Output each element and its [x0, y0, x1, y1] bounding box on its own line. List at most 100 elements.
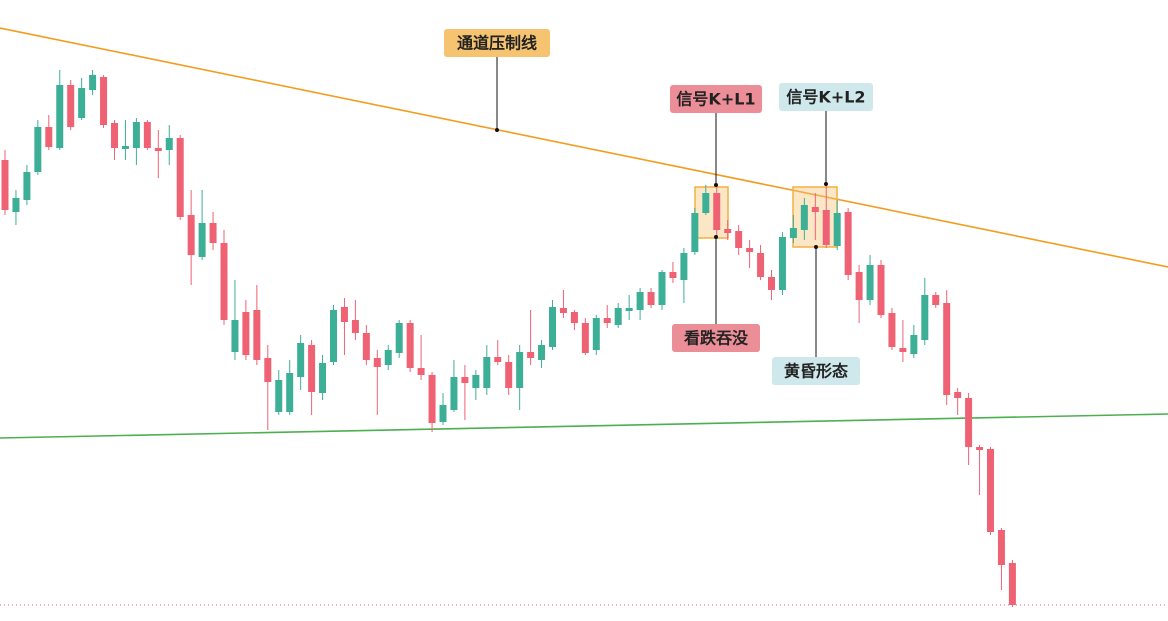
candle-body [362, 333, 370, 360]
candle-body [570, 312, 578, 323]
candle-body [691, 213, 699, 252]
candle-body [888, 313, 896, 347]
candle-body [1008, 563, 1016, 605]
candle-body [154, 148, 162, 151]
candle-body [746, 248, 754, 252]
candle-body [680, 253, 688, 280]
candle-body [472, 375, 480, 388]
leader-dot [714, 235, 718, 239]
candle-body [34, 127, 42, 172]
candle-body [527, 352, 535, 358]
annotation-box [779, 83, 873, 111]
candle-body [373, 358, 381, 367]
candle-body [516, 352, 524, 388]
annotation-box [772, 357, 860, 385]
candle-body [987, 449, 994, 532]
candle-body [789, 228, 797, 238]
candle-body [132, 122, 140, 148]
candle-body [176, 138, 184, 217]
candle-body [297, 343, 305, 377]
candle-body [800, 205, 808, 230]
candle-body [603, 318, 611, 323]
candle-body [757, 253, 765, 277]
candle-body [89, 75, 97, 90]
candle-body [614, 308, 622, 325]
candle-body [351, 320, 359, 333]
candle-body [67, 85, 75, 127]
candle-body [286, 373, 294, 412]
candle-body [877, 265, 885, 315]
candle-body [143, 122, 151, 148]
candle-body [702, 193, 710, 213]
candle-body [406, 323, 414, 368]
candle-body [494, 357, 502, 362]
candle-body [384, 350, 392, 365]
highlight-box [694, 186, 729, 239]
annotation-box [444, 29, 550, 57]
candle-body [965, 398, 973, 447]
candle-body [308, 345, 316, 392]
candle-body [592, 318, 600, 350]
candle-body [45, 127, 53, 147]
candle-body [417, 368, 425, 375]
candle-body [997, 530, 1005, 565]
annotation-label: 信号K+L1 [676, 90, 755, 109]
candle-body [899, 348, 907, 352]
leader-dot [814, 245, 818, 249]
candle-body [121, 146, 129, 149]
candle-body [976, 447, 984, 450]
candle-body [768, 277, 775, 290]
candle-body [735, 231, 743, 248]
candle-body [340, 307, 348, 322]
candle-body [165, 138, 173, 150]
candle-body [954, 392, 962, 398]
candle-body [330, 310, 337, 362]
candle-body [220, 243, 228, 320]
candle-body [866, 265, 874, 300]
candles [1, 70, 1016, 607]
candle-body [198, 223, 206, 257]
annotation-label: 黄昏形态 [784, 362, 848, 381]
candle-body [242, 312, 250, 355]
candle-body [483, 357, 491, 388]
candle-body [932, 295, 940, 305]
candle-body [658, 272, 666, 305]
candle-body [538, 345, 546, 360]
candle-body [12, 198, 20, 212]
candle-body [778, 237, 786, 290]
leader-dot [714, 183, 718, 187]
candle-body [461, 377, 469, 383]
candle-body [921, 295, 929, 340]
candle-body [647, 292, 655, 305]
candle-body [559, 308, 567, 313]
candle-body [910, 335, 918, 354]
candle-body [822, 210, 830, 245]
annotation-label: 信号K+L2 [786, 88, 865, 107]
candle-body [275, 380, 283, 412]
candle-body [428, 375, 436, 423]
candle-body [439, 405, 447, 422]
candle-body [636, 292, 644, 310]
candle-body [855, 272, 863, 300]
candle-body [100, 77, 108, 125]
annotation-label: 通道压制线 [457, 34, 537, 53]
candle-body [319, 363, 327, 393]
channel-resistance-line [0, 27, 1168, 268]
candle-body [56, 85, 64, 148]
candle-body [450, 377, 458, 410]
candle-body [811, 207, 819, 212]
candle-body [724, 229, 732, 233]
candle-body [78, 88, 86, 118]
candle-body [833, 213, 841, 246]
candle-body [625, 308, 633, 311]
candle-body [209, 223, 217, 243]
support-line [0, 413, 1168, 439]
leader-dot [495, 128, 499, 132]
candle-body [264, 358, 272, 382]
leader-dot [824, 182, 828, 186]
candle-body [844, 212, 852, 275]
candle-body [581, 323, 589, 353]
candle-body [713, 193, 721, 230]
